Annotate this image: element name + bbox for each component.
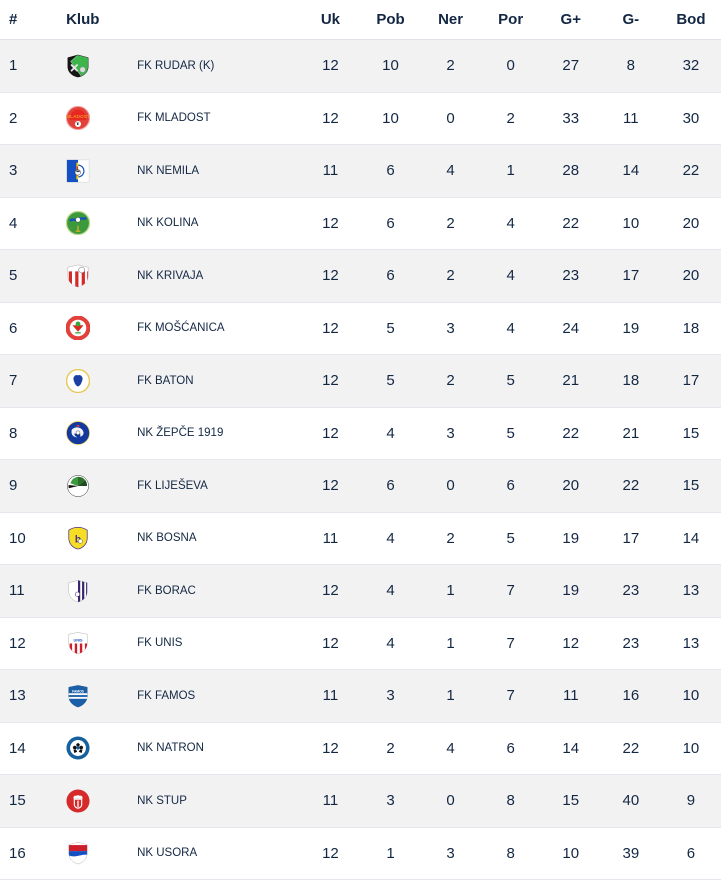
svg-text:MLADOST: MLADOST [66, 114, 90, 120]
svg-text:UNIS: UNIS [74, 639, 83, 643]
svg-text:FAMOS: FAMOS [72, 689, 85, 693]
